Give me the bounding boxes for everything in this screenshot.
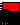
Text: myo-inositol: myo-inositol xyxy=(11,7,20,25)
Text: proline: proline xyxy=(11,8,20,25)
Text: glucose: glucose xyxy=(0,12,10,25)
Text: B: B xyxy=(3,14,20,25)
Point xyxy=(13,6,14,7)
Legend: C1, C2, D1, D2: C1, C2, D1, D2 xyxy=(0,13,9,25)
Text: GABA: GABA xyxy=(13,9,20,25)
Point xyxy=(15,9,16,10)
Text: asparagine: asparagine xyxy=(0,11,10,25)
Point xyxy=(14,6,15,7)
Text: phosphoric acid: phosphoric acid xyxy=(10,10,20,25)
Text: sucrose: sucrose xyxy=(0,5,11,23)
Text: A: A xyxy=(3,3,20,25)
Point xyxy=(8,19,9,20)
Text: homoserine: homoserine xyxy=(0,6,5,25)
Text: malic acid: malic acid xyxy=(17,10,20,25)
Text: glutamic acid: glutamic acid xyxy=(19,12,20,25)
Text: fructose: fructose xyxy=(18,10,20,25)
